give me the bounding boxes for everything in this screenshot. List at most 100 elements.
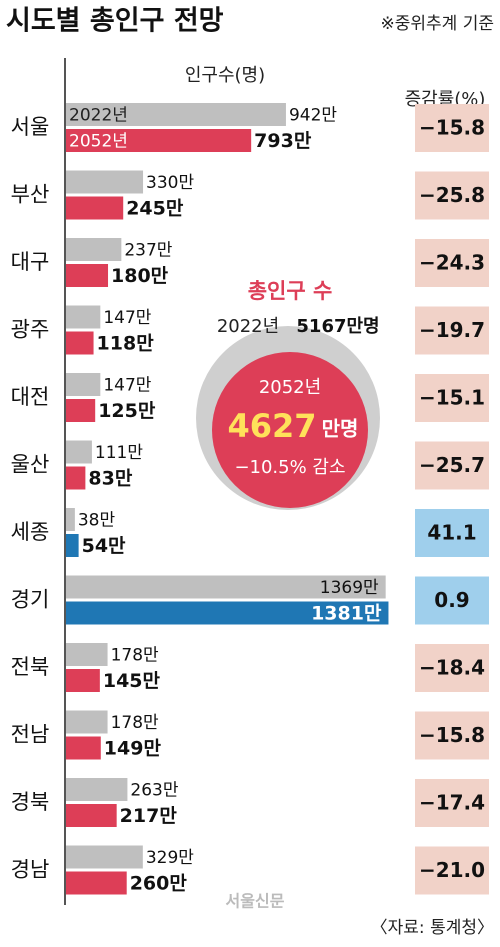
value-label: 942만 — [289, 106, 337, 126]
value-label: 147만 — [103, 376, 151, 396]
legend-label: 2052년 — [69, 132, 128, 152]
rate-box — [415, 711, 489, 760]
rate-label: −15.1 — [419, 386, 485, 410]
category-label: 경기 — [11, 588, 50, 612]
rate-box — [415, 576, 489, 625]
bar — [66, 238, 122, 261]
bar — [66, 399, 96, 422]
bar — [66, 845, 143, 869]
bar — [66, 643, 108, 666]
value-label: 330만 — [146, 173, 194, 193]
category-label: 울산 — [11, 453, 50, 477]
value-label: 125만 — [98, 400, 156, 422]
bar — [66, 331, 94, 355]
annotation-title: 총인구 수 — [248, 279, 333, 303]
category-label: 전북 — [11, 655, 50, 679]
bar — [66, 736, 101, 760]
value-label: 147만 — [103, 308, 151, 328]
value-label: 178만 — [111, 713, 159, 733]
value-label: 145만 — [103, 670, 161, 692]
rate-label: −25.8 — [419, 183, 485, 207]
rate-box — [415, 846, 489, 895]
bar — [66, 196, 124, 220]
bar — [66, 466, 86, 490]
rate-box — [415, 644, 489, 692]
value-label: 149만 — [104, 738, 162, 760]
rate-box — [415, 509, 489, 557]
chart-title: 시도별 총인구 전망 — [6, 6, 224, 37]
annotation-text: 2052년 — [259, 377, 321, 398]
value-label: 245만 — [126, 198, 184, 220]
bar — [66, 601, 389, 625]
annotation-text: 만명 — [322, 417, 359, 441]
bar — [66, 440, 92, 464]
source: 〈자료: 통계청〉 — [371, 918, 494, 938]
note: ※중위추계 기준 — [381, 14, 495, 34]
category-label: 경남 — [11, 858, 50, 882]
value-label: 217만 — [120, 805, 178, 827]
annotation-number: 4627 — [227, 407, 316, 445]
category-label: 부산 — [11, 183, 50, 207]
rate-box — [415, 239, 489, 287]
rate-label: 41.1 — [427, 521, 476, 545]
value-label: 1369만 — [320, 578, 379, 598]
category-label: 전남 — [11, 723, 50, 747]
bar — [66, 804, 117, 827]
value-label: 38만 — [78, 511, 116, 531]
rate-label: −17.4 — [419, 791, 485, 815]
rate-label: 0.9 — [434, 588, 469, 612]
legend-label: 2022년 — [69, 106, 128, 126]
bar — [66, 129, 252, 152]
value-label: 237만 — [124, 241, 172, 261]
rate-label: −25.7 — [419, 453, 485, 477]
category-label: 대전 — [11, 385, 50, 409]
bar — [66, 508, 75, 531]
value-label: 83만 — [88, 468, 132, 490]
rate-box — [415, 374, 489, 422]
annotation-text: 5167만명 — [296, 316, 379, 337]
bar — [66, 103, 286, 126]
bar — [66, 710, 108, 734]
value-label: 1381만 — [311, 603, 382, 625]
rate-box — [415, 104, 489, 152]
circle-annotation: 총인구 수 2022년 5167만명 2052년 4627 만명 −10.5% … — [196, 279, 380, 510]
annotation-text: 2022년 — [217, 316, 279, 337]
bar — [66, 170, 144, 194]
annotation-text: −10.5% 감소 — [234, 457, 345, 478]
rate-label: −15.8 — [419, 116, 485, 140]
value-label: 793만 — [254, 130, 312, 152]
rate-label: −24.3 — [419, 251, 485, 275]
inner-circle — [212, 352, 368, 508]
category-label: 광주 — [11, 318, 50, 342]
rate-label: −19.7 — [419, 318, 485, 342]
bar — [66, 264, 109, 287]
rate-box — [415, 306, 489, 355]
value-label: 54만 — [82, 535, 126, 557]
value-label: 178만 — [111, 646, 159, 666]
rate-box — [415, 441, 489, 490]
category-label: 대구 — [11, 250, 50, 274]
category-label: 세종 — [11, 520, 50, 544]
rate-label: −18.4 — [419, 656, 485, 680]
value-label: 329만 — [146, 848, 194, 868]
bar — [66, 305, 101, 329]
credit: 서울신문 — [226, 892, 285, 911]
bar — [66, 534, 79, 557]
value-label: 118만 — [97, 333, 155, 355]
value-label: 260만 — [130, 873, 188, 895]
rate-box — [415, 779, 489, 827]
rate-box — [415, 171, 489, 220]
rate-label: −15.8 — [419, 723, 485, 747]
rate-label: −21.0 — [419, 858, 485, 882]
category-label: 서울 — [11, 115, 50, 139]
bar — [66, 373, 101, 396]
value-label: 111만 — [95, 443, 143, 463]
category-label: 경북 — [11, 790, 50, 814]
value-label: 263만 — [130, 781, 178, 801]
bar — [66, 871, 127, 895]
axis-label: 인구수(명) — [185, 65, 265, 86]
bar — [66, 575, 386, 599]
value-label: 180만 — [111, 265, 169, 287]
bar — [66, 669, 100, 692]
